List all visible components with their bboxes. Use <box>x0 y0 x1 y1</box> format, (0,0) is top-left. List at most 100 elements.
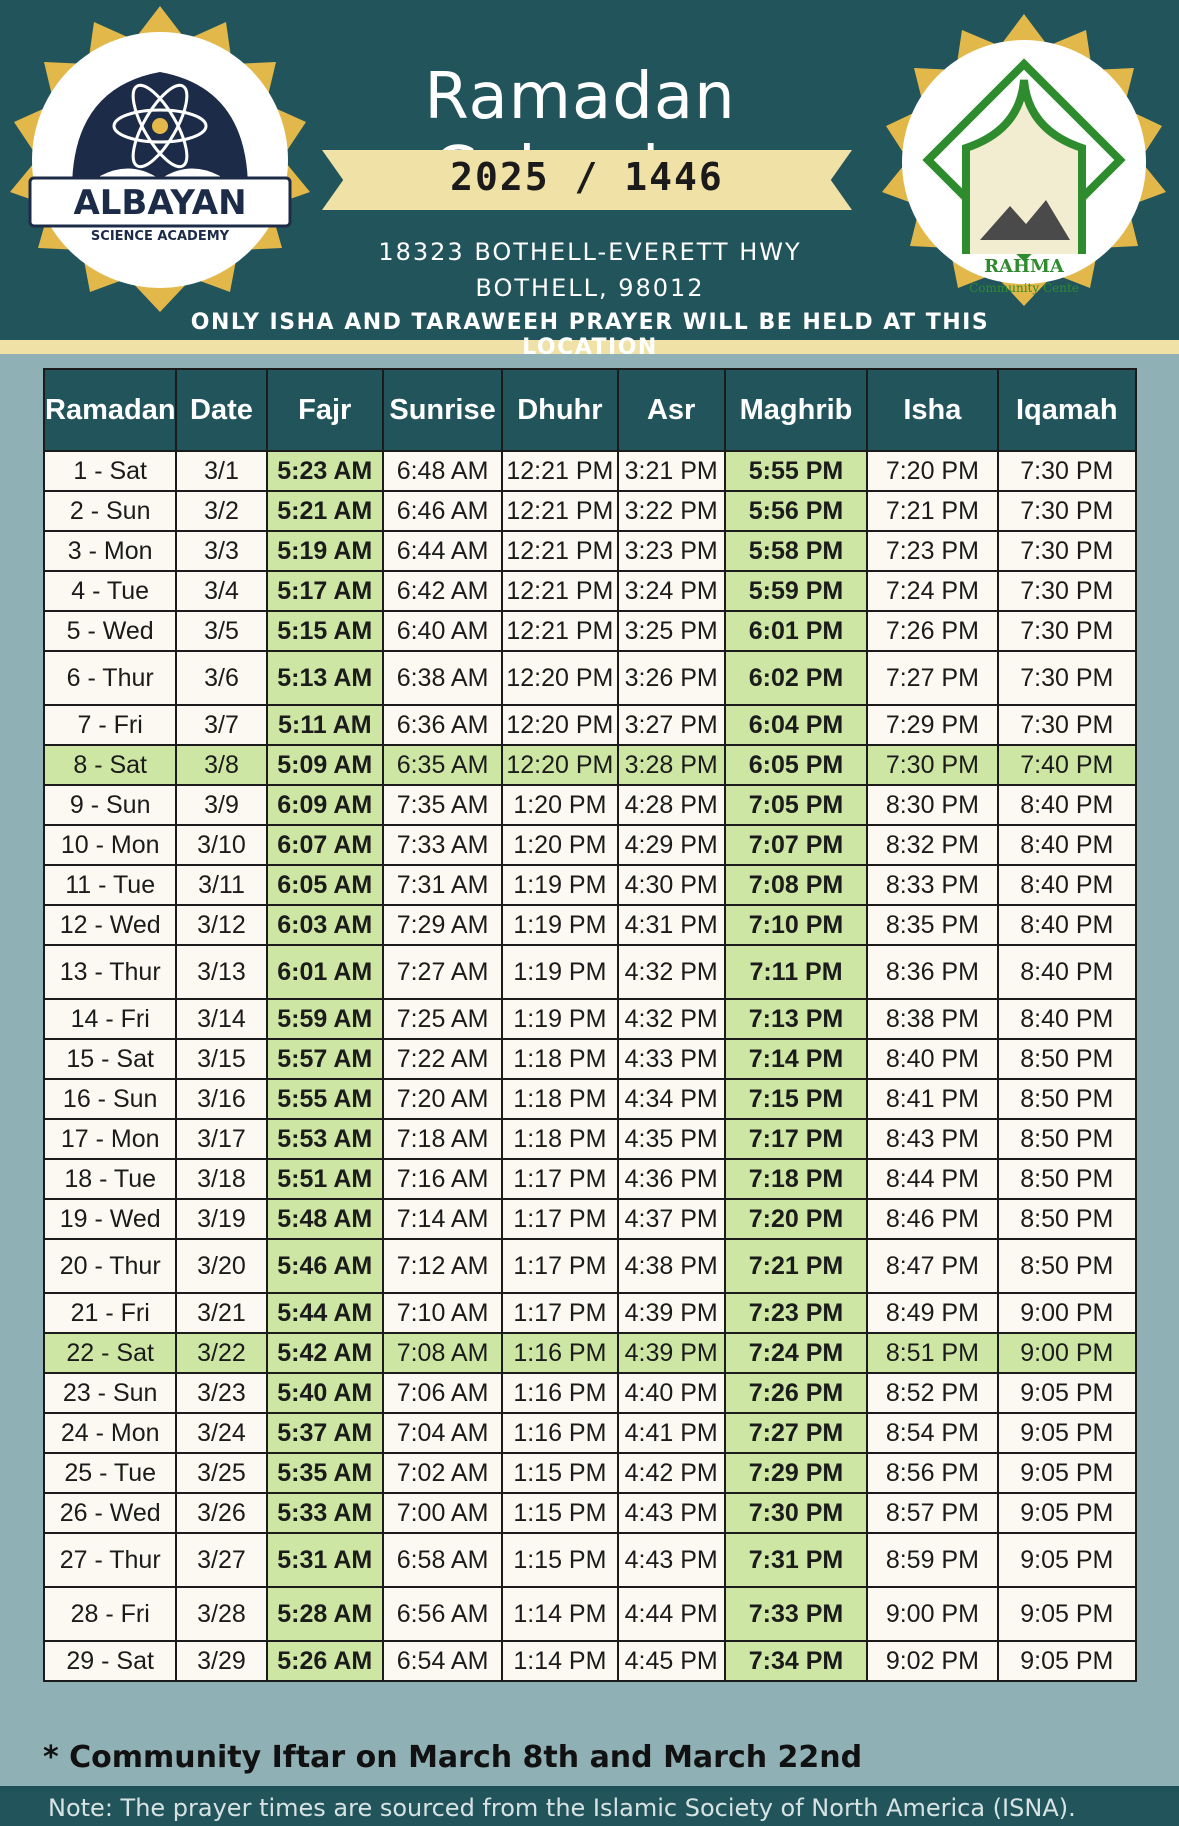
prayer-times-table: Ramadan Date Fajr Sunrise Dhuhr Asr Magh… <box>42 368 1138 1682</box>
cell-sunrise: 7:25 AM <box>381 998 504 1040</box>
cell-sunrise: 7:02 AM <box>381 1452 504 1494</box>
cell-ramadan: 16 - Sun <box>42 1078 178 1120</box>
cell-iqamah: 8:50 PM <box>996 1078 1138 1120</box>
cell-sunrise: 6:48 AM <box>381 450 504 492</box>
cell-asr: 3:21 PM <box>616 450 726 492</box>
cell-maghrib: 7:33 PM <box>723 1586 869 1642</box>
cell-sunrise: 7:27 AM <box>381 944 504 1000</box>
cell-maghrib: 7:26 PM <box>723 1372 869 1414</box>
cell-dhuhr: 1:16 PM <box>501 1372 619 1414</box>
cell-ramadan: 11 - Tue <box>42 864 178 906</box>
cell-asr: 4:36 PM <box>616 1158 726 1200</box>
cell-dhuhr: 1:19 PM <box>501 864 619 906</box>
cell-ramadan: 19 - Wed <box>42 1198 178 1240</box>
cell-iqamah: 8:50 PM <box>996 1238 1138 1294</box>
cell-dhuhr: 1:14 PM <box>501 1640 619 1682</box>
cell-ramadan: 26 - Wed <box>42 1492 178 1534</box>
cell-ramadan: 6 - Thur <box>42 650 178 706</box>
cell-asr: 3:26 PM <box>616 650 726 706</box>
table-row: 2 - Sun 3/2 5:21 AM 6:46 AM 12:21 PM 3:22 PM 5… <box>42 490 1138 532</box>
cell-isha: 7:20 PM <box>866 450 999 492</box>
cell-isha: 7:29 PM <box>866 704 999 746</box>
cell-fajr: 5:57 AM <box>265 1038 384 1080</box>
cell-sunrise: 7:08 AM <box>381 1332 504 1374</box>
cell-ramadan: 7 - Fri <box>42 704 178 746</box>
table-row: 20 - Thur 3/20 5:46 AM 7:12 AM 1:17 PM 4:38 P… <box>42 1238 1138 1294</box>
cell-maghrib: 7:30 PM <box>723 1492 869 1534</box>
col-header-fajr: Fajr <box>265 368 384 452</box>
table-row: 28 - Fri 3/28 5:28 AM 6:56 AM 1:14 PM 4:44 PM… <box>42 1586 1138 1642</box>
cell-ramadan: 22 - Sat <box>42 1332 178 1374</box>
cell-fajr: 5:15 AM <box>265 610 384 652</box>
cell-maghrib: 7:07 PM <box>723 824 869 866</box>
cell-asr: 4:31 PM <box>616 904 726 946</box>
cell-date: 3/4 <box>175 570 268 612</box>
cell-sunrise: 7:18 AM <box>381 1118 504 1160</box>
cell-isha: 8:41 PM <box>866 1078 999 1120</box>
cell-isha: 8:38 PM <box>866 998 999 1040</box>
cell-dhuhr: 1:17 PM <box>501 1238 619 1294</box>
source-note: Note: The prayer times are sourced from … <box>48 1794 1076 1822</box>
cell-sunrise: 6:40 AM <box>381 610 504 652</box>
cell-maghrib: 7:34 PM <box>723 1640 869 1682</box>
col-header-isha: Isha <box>866 368 999 452</box>
cell-iqamah: 7:30 PM <box>996 450 1138 492</box>
cell-iqamah: 7:40 PM <box>996 744 1138 786</box>
cell-date: 3/3 <box>175 530 268 572</box>
rahma-logo-name: RAHMA <box>984 256 1065 277</box>
cell-isha: 8:56 PM <box>866 1452 999 1494</box>
cell-isha: 7:21 PM <box>866 490 999 532</box>
table-row: 8 - Sat 3/8 5:09 AM 6:35 AM 12:20 PM 3:28 PM 6… <box>42 744 1138 786</box>
table-row: 22 - Sat 3/22 5:42 AM 7:08 AM 1:16 PM 4:39 PM… <box>42 1332 1138 1374</box>
table-row: 29 - Sat 3/29 5:26 AM 6:54 AM 1:14 PM 4:45 PM… <box>42 1640 1138 1682</box>
cell-date: 3/27 <box>175 1532 268 1588</box>
cell-fajr: 5:53 AM <box>265 1118 384 1160</box>
cell-iqamah: 8:40 PM <box>996 864 1138 906</box>
cell-ramadan: 23 - Sun <box>42 1372 178 1414</box>
cell-fajr: 6:03 AM <box>265 904 384 946</box>
cell-sunrise: 7:12 AM <box>381 1238 504 1294</box>
cell-iqamah: 7:30 PM <box>996 650 1138 706</box>
cell-fajr: 5:17 AM <box>265 570 384 612</box>
cell-asr: 4:29 PM <box>616 824 726 866</box>
table-header-row: Ramadan Date Fajr Sunrise Dhuhr Asr Magh… <box>42 368 1138 452</box>
cell-date: 3/13 <box>175 944 268 1000</box>
col-header-dhuhr: Dhuhr <box>501 368 619 452</box>
cell-iqamah: 7:30 PM <box>996 570 1138 612</box>
table-row: 4 - Tue 3/4 5:17 AM 6:42 AM 12:21 PM 3:24 PM 5… <box>42 570 1138 612</box>
table-row: 25 - Tue 3/25 5:35 AM 7:02 AM 1:15 PM 4:42 PM… <box>42 1452 1138 1494</box>
cell-sunrise: 7:04 AM <box>381 1412 504 1454</box>
table-row: 5 - Wed 3/5 5:15 AM 6:40 AM 12:21 PM 3:25 PM 6… <box>42 610 1138 652</box>
table-row: 11 - Tue 3/11 6:05 AM 7:31 AM 1:19 PM 4:30 PM… <box>42 864 1138 906</box>
table-row: 9 - Sun 3/9 6:09 AM 7:35 AM 1:20 PM 4:28 PM 7:… <box>42 784 1138 826</box>
cell-dhuhr: 1:15 PM <box>501 1492 619 1534</box>
header-stripe <box>0 340 1179 354</box>
cell-sunrise: 7:14 AM <box>381 1198 504 1240</box>
cell-iqamah: 8:50 PM <box>996 1198 1138 1240</box>
table-row: 18 - Tue 3/18 5:51 AM 7:16 AM 1:17 PM 4:36 PM… <box>42 1158 1138 1200</box>
cell-iqamah: 7:30 PM <box>996 704 1138 746</box>
cell-fajr: 5:37 AM <box>265 1412 384 1454</box>
cell-sunrise: 7:20 AM <box>381 1078 504 1120</box>
cell-maghrib: 5:58 PM <box>723 530 869 572</box>
table-row: 23 - Sun 3/23 5:40 AM 7:06 AM 1:16 PM 4:40 PM… <box>42 1372 1138 1414</box>
atom-book-icon <box>72 72 248 190</box>
cell-dhuhr: 1:15 PM <box>501 1532 619 1588</box>
cell-asr: 4:35 PM <box>616 1118 726 1160</box>
cell-ramadan: 1 - Sat <box>42 450 178 492</box>
cell-asr: 4:28 PM <box>616 784 726 826</box>
table-row: 3 - Mon 3/3 5:19 AM 6:44 AM 12:21 PM 3:23 PM 5… <box>42 530 1138 572</box>
cell-iqamah: 9:00 PM <box>996 1292 1138 1334</box>
cell-date: 3/29 <box>175 1640 268 1682</box>
location-notice: ONLY ISHA AND TARAWEEH PRAYER WILL BE HE… <box>190 310 990 360</box>
table-row: 13 - Thur 3/13 6:01 AM 7:27 AM 1:19 PM 4:32 P… <box>42 944 1138 1000</box>
cell-date: 3/20 <box>175 1238 268 1294</box>
cell-fajr: 5:40 AM <box>265 1372 384 1414</box>
cell-isha: 7:23 PM <box>866 530 999 572</box>
cell-isha: 7:30 PM <box>866 744 999 786</box>
albayan-logo-tagline: SCIENCE ACADEMY <box>91 229 230 244</box>
table-row: 16 - Sun 3/16 5:55 AM 7:20 AM 1:18 PM 4:34 PM… <box>42 1078 1138 1120</box>
cell-isha: 8:35 PM <box>866 904 999 946</box>
cell-maghrib: 7:17 PM <box>723 1118 869 1160</box>
cell-maghrib: 7:14 PM <box>723 1038 869 1080</box>
